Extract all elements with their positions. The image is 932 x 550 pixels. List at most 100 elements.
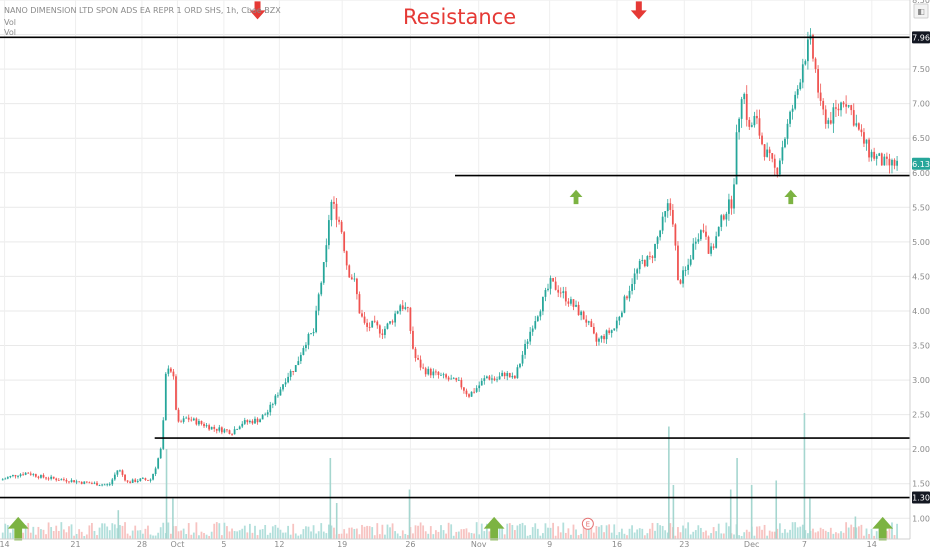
candle-body xyxy=(228,430,231,434)
candle-body xyxy=(778,160,781,175)
candle-body xyxy=(796,89,799,95)
candle-body xyxy=(870,151,873,158)
volume-bar xyxy=(544,523,547,539)
volume-bar xyxy=(891,522,893,539)
candle-body xyxy=(717,226,720,237)
volume-bar xyxy=(389,527,391,539)
candle-body xyxy=(656,237,659,244)
candle-body xyxy=(766,149,769,157)
volume-bar xyxy=(248,523,251,539)
volume-bar xyxy=(452,535,455,539)
candle-body xyxy=(447,377,450,380)
candle-body xyxy=(845,104,848,107)
candle-body xyxy=(409,307,412,331)
volume-bar xyxy=(119,525,121,539)
candle-body xyxy=(771,153,774,159)
candle-body xyxy=(585,319,588,323)
resistance-annotation: Resistance xyxy=(403,5,516,29)
volume-bar xyxy=(679,532,682,539)
candle-body xyxy=(330,201,333,221)
candle-body xyxy=(628,290,631,299)
candle-body xyxy=(638,261,641,270)
candle-body xyxy=(885,156,888,159)
volume-bar xyxy=(101,523,103,539)
candle-body xyxy=(91,483,93,484)
time-axis[interactable]: 14 21 28 Oct 5 12 19 26 Nov 9 16 23 Dec 7 14 xyxy=(0,538,910,549)
candle-body xyxy=(294,365,297,372)
candle-body xyxy=(40,475,42,478)
volume-bar xyxy=(524,525,526,539)
candle-body xyxy=(633,273,636,285)
candle-body xyxy=(524,343,526,355)
volume-bar xyxy=(791,522,794,539)
volume-bar xyxy=(661,525,664,539)
candle-body xyxy=(812,35,814,59)
volume-bar xyxy=(256,535,259,539)
candle-body xyxy=(669,203,672,210)
candle-body xyxy=(822,100,825,110)
candle-body xyxy=(27,472,30,474)
candle-body xyxy=(12,475,14,476)
candle-body xyxy=(139,478,142,481)
y-tick-label: 5.00 xyxy=(912,238,930,247)
volume-bar xyxy=(475,522,478,539)
volume-bar xyxy=(9,532,12,539)
candle-body xyxy=(378,325,381,334)
candle-body xyxy=(19,474,22,477)
volume-bar xyxy=(98,527,101,539)
volume-bar xyxy=(391,523,394,539)
candle-body xyxy=(707,236,710,254)
candle-body xyxy=(468,394,470,397)
volume-bar xyxy=(799,526,802,539)
candle-body xyxy=(582,311,585,320)
volume-bar xyxy=(22,532,25,539)
candle-body xyxy=(868,139,870,158)
volume-bar xyxy=(506,523,509,539)
candle-body xyxy=(277,395,279,397)
candle-body xyxy=(455,377,458,381)
candle-body xyxy=(203,423,205,427)
volume-bar xyxy=(299,534,302,539)
earnings-marker[interactable] xyxy=(581,517,594,530)
volume-bar xyxy=(684,528,687,539)
candle-body xyxy=(646,256,649,267)
candle-body xyxy=(508,373,511,378)
volume-bar xyxy=(600,525,603,539)
volume-bar xyxy=(674,535,677,539)
volume-legend-2: Vol xyxy=(4,28,16,37)
volume-bar xyxy=(564,532,567,539)
volume-spike xyxy=(775,480,778,539)
candle-body xyxy=(860,129,863,133)
volume-bar xyxy=(503,534,506,539)
volume-bar xyxy=(93,530,96,539)
x-tick-label: 23 xyxy=(679,540,689,549)
candle-body xyxy=(136,480,139,482)
candle-body xyxy=(42,475,45,478)
volume-bar xyxy=(842,532,845,539)
candle-body xyxy=(781,147,784,161)
volume-bar xyxy=(231,528,233,539)
volume-bar xyxy=(223,522,226,539)
volume-bar xyxy=(85,534,88,539)
volume-bar xyxy=(167,522,170,539)
volume-spike xyxy=(672,485,675,539)
candle-body xyxy=(320,282,323,295)
volume-bar xyxy=(542,533,544,539)
y-tick-label: 1.00 xyxy=(912,514,930,523)
volume-spike xyxy=(335,503,338,539)
candle-body xyxy=(452,377,455,379)
volume-bar xyxy=(134,525,137,539)
candle-body xyxy=(677,245,679,281)
volume-bar xyxy=(710,533,712,539)
candle-body xyxy=(587,321,590,323)
candle-body xyxy=(131,479,134,483)
candle-body xyxy=(710,246,712,254)
price-axis[interactable]: 1.00 1.50 2.00 2.50 3.00 3.50 4.00 4.50 5.00 5.50… xyxy=(909,0,930,539)
candle-body xyxy=(14,475,17,477)
settings-icon[interactable]: ◧ xyxy=(913,3,929,19)
candle-body xyxy=(154,468,157,475)
volume-bar xyxy=(378,534,381,539)
volume-bar xyxy=(570,534,572,539)
x-tick-label: 9 xyxy=(547,540,552,549)
